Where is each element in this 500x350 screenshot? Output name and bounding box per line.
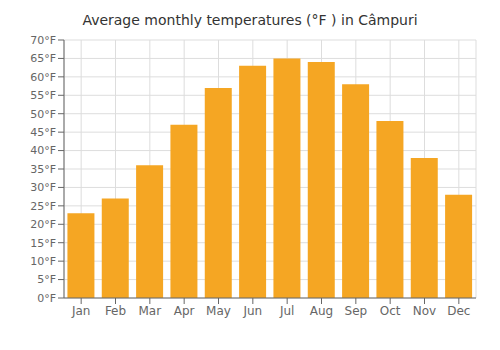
svg-text:45°F: 45°F: [30, 126, 56, 139]
svg-text:5°F: 5°F: [37, 273, 56, 286]
svg-text:20°F: 20°F: [30, 218, 56, 231]
svg-text:40°F: 40°F: [30, 144, 56, 157]
svg-text:15°F: 15°F: [30, 237, 56, 250]
svg-text:30°F: 30°F: [30, 181, 56, 194]
svg-text:Apr: Apr: [174, 304, 195, 318]
svg-text:Jul: Jul: [279, 304, 294, 318]
svg-text:10°F: 10°F: [30, 255, 56, 268]
svg-text:Dec: Dec: [447, 304, 470, 318]
html-text:Average monthly temperatures (: Average monthly temperatures (°F ) in Câ…: [82, 12, 418, 28]
svg-text:Nov: Nov: [413, 304, 436, 318]
svg-text:0°F: 0°F: [37, 292, 56, 305]
svg-text:Feb: Feb: [105, 304, 126, 318]
svg-text:Jun: Jun: [242, 304, 262, 318]
svg-text:Jan: Jan: [71, 304, 91, 318]
svg-text:35°F: 35°F: [30, 163, 56, 176]
svg-text:May: May: [206, 304, 231, 318]
svg-text:Aug: Aug: [310, 304, 333, 318]
svg-text:70°F: 70°F: [30, 34, 56, 47]
svg-text:25°F: 25°F: [30, 200, 56, 213]
svg-text:Mar: Mar: [139, 304, 162, 318]
svg-text:60°F: 60°F: [30, 71, 56, 84]
svg-text:55°F: 55°F: [30, 89, 56, 102]
svg-text:Sep: Sep: [345, 304, 368, 318]
svg-text:65°F: 65°F: [30, 52, 56, 65]
svg-text:50°F: 50°F: [30, 108, 56, 121]
svg-text:Oct: Oct: [380, 304, 401, 318]
